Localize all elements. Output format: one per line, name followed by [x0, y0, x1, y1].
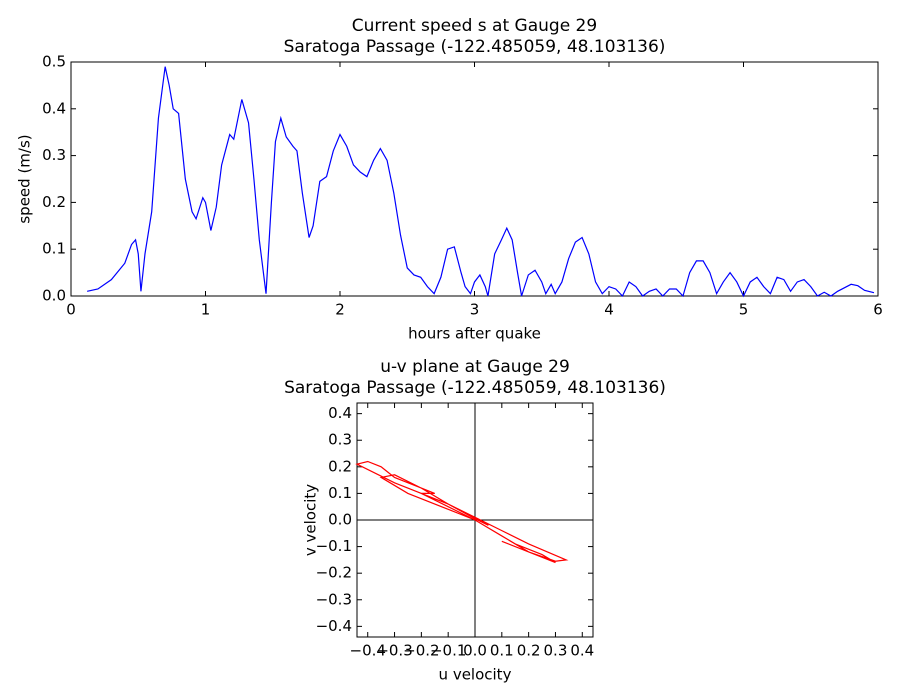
- y-tick-label: −0.2: [316, 564, 352, 582]
- chart-subtitle: Saratoga Passage (-122.485059, 48.103136…: [284, 37, 666, 57]
- y-tick-label: 0.1: [42, 240, 66, 258]
- chart-title: u-v plane at Gauge 29: [380, 357, 570, 377]
- y-tick-label: 0.0: [42, 287, 66, 305]
- x-tick-label: 0.2: [517, 642, 541, 660]
- y-tick-label: 0.4: [328, 404, 352, 422]
- y-tick-label: −0.4: [316, 617, 352, 635]
- y-tick-label: 0.2: [328, 457, 352, 475]
- y-tick-label: 0.3: [42, 146, 66, 164]
- y-tick-label: 0.1: [328, 484, 352, 502]
- y-tick-label: 0.5: [42, 53, 66, 71]
- x-tick-label: 0.4: [570, 642, 594, 660]
- x-tick-label: 4: [604, 301, 614, 319]
- y-axis-label: v velocity: [302, 484, 320, 556]
- x-axis-label: hours after quake: [408, 325, 541, 343]
- plot-frame: [70, 61, 879, 297]
- x-tick-label: 6: [873, 301, 883, 319]
- data-line: [355, 460, 569, 564]
- data-line: [87, 66, 875, 298]
- y-tick-label: 0.0: [328, 511, 352, 529]
- x-tick-label: −0.1: [430, 642, 466, 660]
- x-tick-label: 0.3: [544, 642, 568, 660]
- x-axis-label: u velocity: [439, 666, 512, 684]
- x-tick-label: 5: [739, 301, 749, 319]
- x-tick-label: 3: [470, 301, 480, 319]
- x-tick-label: 0.1: [490, 642, 514, 660]
- x-tick-label: 2: [335, 301, 345, 319]
- y-tick-label: 0.4: [42, 99, 66, 117]
- y-tick-label: 0.3: [328, 431, 352, 449]
- chart-title: Current speed s at Gauge 29: [352, 16, 597, 36]
- y-tick-label: −0.1: [316, 537, 352, 555]
- chart-subtitle: Saratoga Passage (-122.485059, 48.103136…: [284, 378, 666, 398]
- x-tick-label: 1: [201, 301, 211, 319]
- x-tick-label: −0.4: [350, 642, 386, 660]
- x-tick-label: −0.2: [403, 642, 439, 660]
- x-tick-label: −0.3: [376, 642, 412, 660]
- y-tick-label: −0.3: [316, 590, 352, 608]
- x-tick-label: 0.0: [463, 642, 487, 660]
- y-tick-label: 0.2: [42, 193, 66, 211]
- y-axis-label: speed (m/s): [16, 134, 34, 223]
- x-tick-label: 0: [66, 301, 76, 319]
